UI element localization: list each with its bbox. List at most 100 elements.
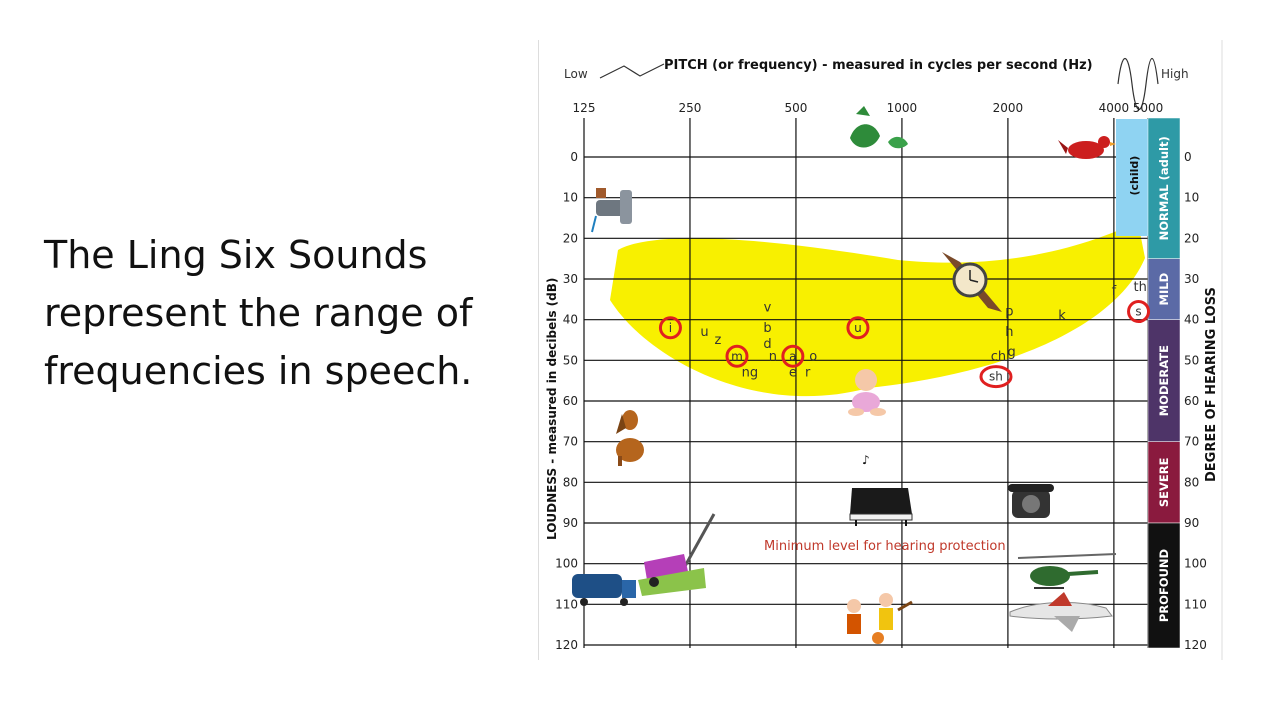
speech-sound-label: h — [1005, 325, 1013, 340]
right-tick-label: 120 — [1184, 638, 1207, 652]
airplane-icon — [1009, 592, 1113, 632]
hearing-protection-annotation: Minimum level for hearing protection — [764, 539, 1006, 554]
title-low-label: Low — [564, 67, 588, 81]
slide-text-line: frequencies in speech. — [44, 349, 473, 393]
ling-sound-label: sh — [989, 370, 1003, 384]
chart-title: PITCH (or frequency) - measured in cycle… — [664, 58, 1093, 73]
speech-sound-label: e — [789, 366, 797, 381]
y-tick-label: 90 — [563, 516, 578, 530]
x-tick-label: 250 — [679, 101, 702, 115]
right-tick-label: 110 — [1184, 597, 1207, 611]
faucet-icon — [591, 188, 632, 233]
ling-sound-label: u — [854, 321, 862, 335]
piano-icon: ♪ — [849, 453, 913, 526]
y-tick-label: 70 — [563, 435, 578, 449]
right-tick-label: 30 — [1184, 272, 1199, 286]
right-axis-label: DEGREE OF HEARING LOSS — [1204, 287, 1219, 482]
right-tick-label: 60 — [1184, 394, 1199, 408]
ling-sound-circle — [846, 316, 870, 340]
hearing-loss-band — [1147, 117, 1181, 259]
svg-text:♪: ♪ — [862, 453, 870, 467]
bird-icon — [1058, 136, 1116, 159]
audiogram-chart: Low PITCH (or frequency) - measured in c… — [538, 40, 1224, 660]
speech-sound-label: z — [714, 333, 721, 348]
hearing-loss-band — [1147, 522, 1181, 649]
x-tick-label: 1000 — [887, 101, 918, 115]
x-tick-label: 500 — [785, 101, 808, 115]
band-icon — [847, 593, 913, 644]
slide-text-line: The Ling Six Sounds — [44, 233, 428, 277]
ling-sound-label: m — [731, 349, 743, 363]
speech-sound-label: b — [763, 321, 771, 336]
y-tick-label: 80 — [563, 475, 578, 489]
speech-sound-label: k — [1058, 309, 1066, 324]
low-wave-icon — [599, 63, 665, 79]
right-tick-label: 80 — [1184, 475, 1199, 489]
slide-text: The Ling Six Sounds represent the range … — [44, 226, 514, 400]
hearing-loss-band — [1147, 441, 1181, 524]
ling-sound-circle — [725, 344, 749, 368]
ling-sound-label: i — [669, 321, 672, 335]
speech-sound-label: u — [700, 325, 708, 340]
child-band — [1116, 119, 1148, 236]
speech-sound-label: o — [809, 349, 817, 364]
x-tick-label: 5000 — [1133, 101, 1164, 115]
hearing-loss-band-label: MODERATE — [1157, 345, 1171, 416]
speech-sound-label: ch — [991, 349, 1006, 364]
ling-sound-label: a — [789, 349, 796, 363]
speech-sound-label: g — [1008, 345, 1016, 360]
speech-banana — [610, 222, 1145, 397]
y-tick-label: 100 — [555, 557, 578, 571]
y-tick-label: 0 — [570, 150, 578, 164]
right-tick-label: 10 — [1184, 191, 1199, 205]
hearing-loss-band — [1147, 258, 1181, 320]
right-tick-label: 50 — [1184, 353, 1199, 367]
speech-sound-label: r — [805, 366, 811, 381]
hearing-loss-band-label: NORMAL (adult) — [1157, 136, 1171, 240]
ling-sound-circle — [979, 365, 1013, 389]
baby-icon — [848, 369, 886, 416]
y-axis-label: LOUDNESS - measured in decibels (dB) — [545, 278, 559, 540]
right-tick-label: 40 — [1184, 313, 1199, 327]
ling-sound-circle — [781, 344, 805, 368]
ling-sound-label: s — [1135, 305, 1141, 319]
speech-sound-label: p — [1005, 305, 1013, 320]
x-tick-label: 125 — [573, 101, 596, 115]
right-tick-label: 90 — [1184, 516, 1199, 530]
right-tick-label: 70 — [1184, 435, 1199, 449]
hearing-loss-bands: (child) NORMAL (adult) MILD MODERATE SEVERE P… — [1116, 117, 1181, 649]
title-high-label: High — [1161, 67, 1189, 81]
right-tick-label: 0 — [1184, 150, 1192, 164]
y-tick-label: 50 — [563, 353, 578, 367]
y-tick-label: 10 — [563, 191, 578, 205]
speech-sound-label: f — [1112, 284, 1117, 299]
grid-layer — [583, 118, 1149, 648]
hearing-loss-band-label: SEVERE — [1157, 457, 1171, 507]
speech-sound-label: d — [763, 337, 771, 352]
speech-sound-label: n — [769, 349, 777, 364]
y-tick-label: 120 — [555, 638, 578, 652]
telephone-icon — [1008, 484, 1054, 518]
y-tick-label: 30 — [563, 272, 578, 286]
watch-icon — [942, 252, 1002, 312]
child-band-label: (child) — [1128, 156, 1141, 196]
high-wave-icon — [1117, 58, 1159, 110]
hearing-loss-band-label: PROFOUND — [1157, 549, 1171, 622]
leaves-icon — [850, 106, 908, 149]
lawnmower-icon — [638, 513, 716, 596]
speech-sound-label: th — [1133, 280, 1146, 295]
speech-sound-label: ng — [742, 366, 759, 381]
slide-text-line: represent the range of — [44, 291, 473, 335]
x-tick-label: 2000 — [993, 101, 1024, 115]
dog-icon — [616, 410, 644, 466]
y-tick-label: 40 — [563, 313, 578, 327]
helicopter-icon — [1017, 553, 1117, 589]
hearing-loss-band — [1147, 319, 1181, 442]
truck-icon — [572, 574, 636, 606]
axis-layer: 0 0 10 10 20 20 30 30 40 40 50 50 60 60 70 70 80 80 90 90 10… — [555, 101, 1207, 652]
right-tick-label: 100 — [1184, 557, 1207, 571]
right-tick-label: 20 — [1184, 231, 1199, 245]
speech-sound-label: v — [764, 300, 772, 315]
ling-sound-circle — [1127, 300, 1151, 324]
